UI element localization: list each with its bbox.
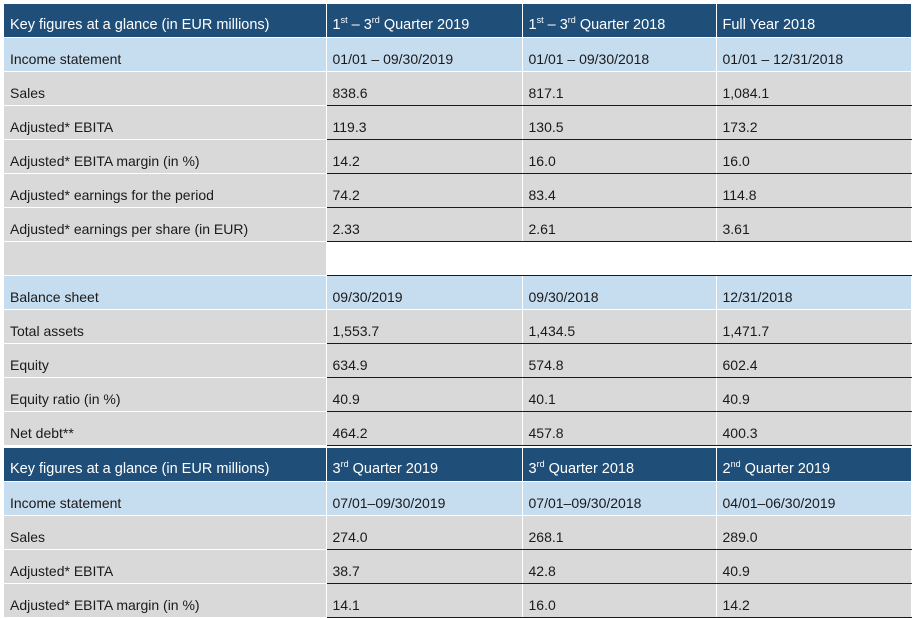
row-label: Equity ratio (in %)	[4, 377, 327, 412]
table-row: Adjusted* EBITA margin (in %) 14.2 16.0 …	[4, 139, 912, 174]
value-cell: 173.2	[715, 105, 912, 140]
value-cell: 119.3	[325, 105, 523, 140]
row-label: Total assets	[4, 309, 327, 344]
row-label: Adjusted* EBITA	[4, 549, 327, 584]
value-cell: 1,084.1	[715, 71, 912, 106]
value-cell: 268.1	[521, 515, 717, 550]
table-row: Adjusted* earnings per share (in EUR) 2.…	[4, 207, 912, 242]
spacer-cell	[325, 241, 523, 276]
value-cell: 130.5	[521, 105, 717, 140]
date-cell: 09/30/2019	[325, 275, 523, 310]
table-row: Adjusted* EBITA 119.3 130.5 173.2	[4, 105, 912, 140]
value-cell: 3.61	[715, 207, 912, 242]
table-row: Equity ratio (in %) 40.9 40.1 40.9	[4, 377, 912, 412]
row-label: Adjusted* EBITA	[4, 105, 327, 140]
table-row: Net debt** 464.2 457.8 400.3	[4, 411, 912, 446]
value-cell: 14.1	[325, 583, 523, 618]
row-label: Adjusted* EBITA margin (in %)	[4, 583, 327, 618]
section-label: Balance sheet	[4, 275, 327, 310]
spacer-cell	[521, 241, 717, 276]
column-header-9m-2019: 1st – 3rd Quarter 2019	[326, 4, 523, 38]
period-cell: 01/01 – 12/31/2018	[715, 37, 912, 72]
column-header-9m-2018: 1st – 3rd Quarter 2018	[522, 4, 717, 38]
value-cell: 1,434.5	[521, 309, 717, 344]
value-cell: 14.2	[325, 139, 523, 174]
table-row: Sales 274.0 268.1 289.0	[4, 515, 912, 550]
section-label: Income statement	[4, 481, 327, 516]
section-row-income-statement: Income statement 01/01 – 09/30/2019 01/0…	[4, 37, 912, 72]
value-cell: 457.8	[521, 411, 717, 446]
value-cell: 40.9	[325, 377, 523, 412]
date-cell: 12/31/2018	[715, 275, 912, 310]
row-label: Equity	[4, 343, 327, 378]
value-cell: 40.9	[715, 549, 912, 584]
value-cell: 574.8	[521, 343, 717, 378]
table-row: Total assets 1,553.7 1,434.5 1,471.7	[4, 309, 912, 344]
column-header-fy-2018: Full Year 2018	[716, 4, 912, 38]
value-cell: 16.0	[715, 139, 912, 174]
table-header-row: Key figures at a glance (in EUR millions…	[4, 4, 912, 38]
value-cell: 2.33	[325, 207, 523, 242]
row-label: Adjusted* earnings for the period	[4, 173, 327, 208]
value-cell: 602.4	[715, 343, 912, 378]
row-label: Sales	[4, 515, 327, 550]
column-header-q3-2019: 3rd Quarter 2019	[326, 448, 523, 482]
table-title: Key figures at a glance (in EUR millions…	[4, 448, 327, 482]
spacer-cell	[4, 241, 327, 276]
value-cell: 83.4	[521, 173, 717, 208]
value-cell: 274.0	[325, 515, 523, 550]
value-cell: 838.6	[325, 71, 523, 106]
section-label: Income statement	[4, 37, 327, 72]
spacer-row	[4, 241, 912, 276]
table-row: Adjusted* earnings for the period 74.2 8…	[4, 173, 912, 208]
value-cell: 1,471.7	[715, 309, 912, 344]
value-cell: 16.0	[521, 139, 717, 174]
table-title: Key figures at a glance (in EUR millions…	[4, 4, 327, 38]
value-cell: 114.8	[715, 173, 912, 208]
period-cell: 07/01–09/30/2019	[325, 481, 523, 516]
value-cell: 817.1	[521, 71, 717, 106]
section-row-balance-sheet: Balance sheet 09/30/2019 09/30/2018 12/3…	[4, 275, 912, 310]
value-cell: 14.2	[715, 583, 912, 618]
row-label: Adjusted* earnings per share (in EUR)	[4, 207, 327, 242]
key-figures-q3-table: Key figures at a glance (in EUR millions…	[4, 448, 912, 618]
value-cell: 38.7	[325, 549, 523, 584]
table-row: Adjusted* EBITA margin (in %) 14.1 16.0 …	[4, 583, 912, 618]
row-label: Net debt**	[4, 411, 327, 446]
value-cell: 40.1	[521, 377, 717, 412]
period-cell: 01/01 – 09/30/2019	[325, 37, 523, 72]
row-label: Adjusted* EBITA margin (in %)	[4, 139, 327, 174]
value-cell: 289.0	[715, 515, 912, 550]
value-cell: 400.3	[715, 411, 912, 446]
column-header-q3-2018: 3rd Quarter 2018	[522, 448, 717, 482]
period-cell: 07/01–09/30/2018	[521, 481, 717, 516]
table-header-row: Key figures at a glance (in EUR millions…	[4, 448, 912, 482]
value-cell: 634.9	[325, 343, 523, 378]
value-cell: 40.9	[715, 377, 912, 412]
value-cell: 42.8	[521, 549, 717, 584]
column-header-q2-2019: 2nd Quarter 2019	[716, 448, 912, 482]
value-cell: 74.2	[325, 173, 523, 208]
row-label: Sales	[4, 71, 327, 106]
value-cell: 2.61	[521, 207, 717, 242]
spacer-cell	[715, 241, 912, 276]
period-cell: 04/01–06/30/2019	[715, 481, 912, 516]
table-row: Equity 634.9 574.8 602.4	[4, 343, 912, 378]
table-row: Sales 838.6 817.1 1,084.1	[4, 71, 912, 106]
value-cell: 16.0	[521, 583, 717, 618]
date-cell: 09/30/2018	[521, 275, 717, 310]
value-cell: 1,553.7	[325, 309, 523, 344]
table-row: Adjusted* EBITA 38.7 42.8 40.9	[4, 549, 912, 584]
key-figures-9m-table: Key figures at a glance (in EUR millions…	[4, 4, 912, 446]
section-row-income-statement: Income statement 07/01–09/30/2019 07/01–…	[4, 481, 912, 516]
value-cell: 464.2	[325, 411, 523, 446]
period-cell: 01/01 – 09/30/2018	[521, 37, 717, 72]
